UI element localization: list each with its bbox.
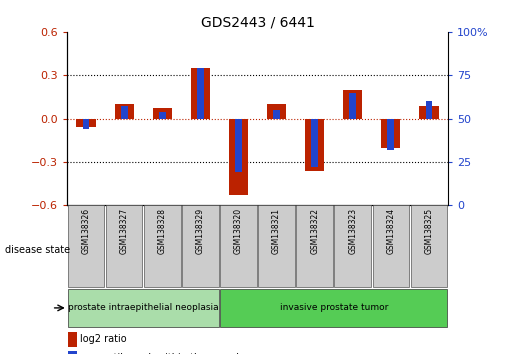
Bar <box>296 205 333 287</box>
Text: invasive prostate tumor: invasive prostate tumor <box>280 303 388 313</box>
Text: GSM138326: GSM138326 <box>81 208 91 255</box>
Bar <box>114 104 134 119</box>
Bar <box>121 107 128 119</box>
Bar <box>425 101 433 119</box>
Bar <box>311 119 318 167</box>
Text: percentile rank within the sample: percentile rank within the sample <box>80 353 245 354</box>
Bar <box>334 205 371 287</box>
Text: prostate intraepithelial neoplasia: prostate intraepithelial neoplasia <box>68 303 218 313</box>
Bar <box>235 119 242 172</box>
Bar <box>144 205 181 287</box>
Bar <box>82 119 90 129</box>
Text: GSM138325: GSM138325 <box>424 208 434 255</box>
Bar <box>273 110 280 119</box>
Bar <box>67 289 219 327</box>
Text: GSM138320: GSM138320 <box>234 208 243 255</box>
Title: GDS2443 / 6441: GDS2443 / 6441 <box>200 15 315 29</box>
Bar <box>197 68 204 119</box>
Bar <box>229 119 248 195</box>
Text: GSM138328: GSM138328 <box>158 208 167 254</box>
Text: disease state: disease state <box>5 245 70 255</box>
Bar <box>220 205 257 287</box>
Bar <box>410 205 448 287</box>
Bar <box>67 205 105 287</box>
Text: GSM138329: GSM138329 <box>196 208 205 255</box>
Bar <box>153 108 172 119</box>
Bar <box>67 351 77 354</box>
Bar <box>106 205 143 287</box>
Bar <box>419 105 439 119</box>
Bar <box>344 90 363 119</box>
Bar <box>305 119 324 171</box>
Bar <box>67 332 77 347</box>
Bar <box>76 119 96 127</box>
Bar <box>159 112 166 119</box>
Bar <box>349 93 356 119</box>
Bar <box>372 205 409 287</box>
Bar <box>382 119 401 148</box>
Text: log2 ratio: log2 ratio <box>80 334 127 344</box>
Bar <box>258 205 295 287</box>
Bar <box>267 104 286 119</box>
Text: GSM138323: GSM138323 <box>348 208 357 255</box>
Bar <box>182 205 219 287</box>
Text: GSM138327: GSM138327 <box>119 208 129 255</box>
Text: GSM138321: GSM138321 <box>272 208 281 254</box>
Bar <box>220 289 448 327</box>
Text: GSM138322: GSM138322 <box>310 208 319 254</box>
Text: GSM138324: GSM138324 <box>386 208 396 255</box>
Bar <box>387 119 394 150</box>
Bar <box>191 68 210 119</box>
